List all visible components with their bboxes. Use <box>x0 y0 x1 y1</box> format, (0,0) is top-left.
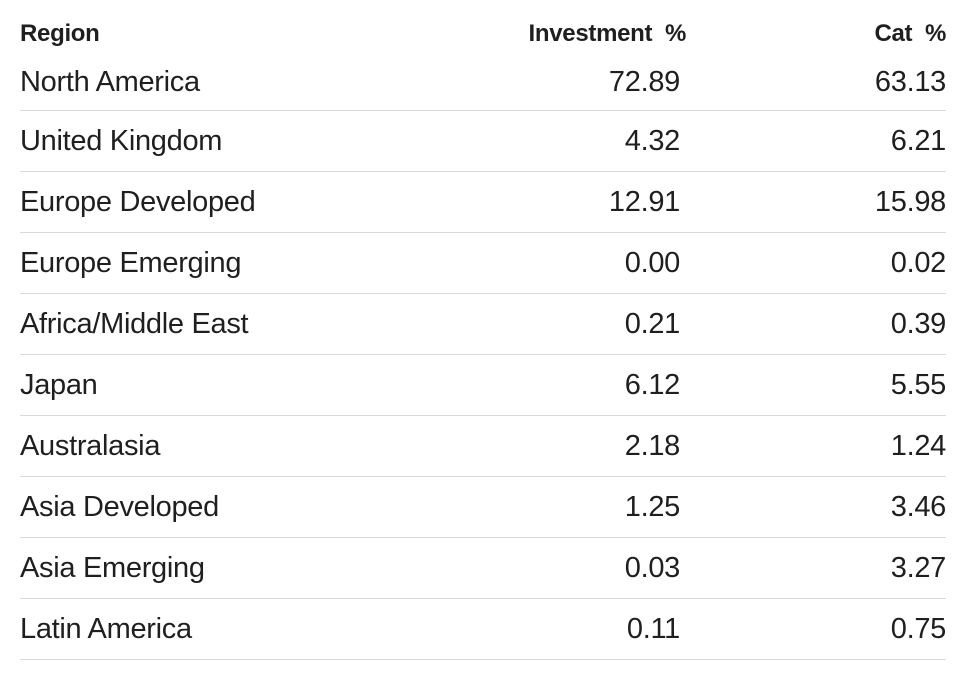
region-cell: Japan <box>20 354 520 416</box>
region-cell: United Kingdom <box>20 110 520 172</box>
column-header-investment: Investment % <box>528 20 687 47</box>
investment-percent-cell: 2.18 <box>520 415 686 477</box>
category-percent-cell: 0.02 <box>686 232 946 294</box>
table-row: Asia Developed 1.25 3.46 <box>20 476 946 538</box>
region-cell: Asia Emerging <box>20 537 520 599</box>
category-percent-cell: 3.27 <box>686 537 946 599</box>
category-percent-cell: 5.55 <box>686 354 946 416</box>
table-body: North America 72.89 63.13 United Kingdom 4.3… <box>20 54 946 660</box>
table-header: Region Investment % Cat % <box>20 14 946 54</box>
investment-percent-cell: 0.21 <box>520 293 686 355</box>
region-exposure-table: Region Investment % Cat % North America 7… <box>20 14 946 660</box>
table-row: Asia Emerging 0.03 3.27 <box>20 537 946 599</box>
category-percent-cell: 0.39 <box>686 293 946 355</box>
table-row: Europe Developed 12.91 15.98 <box>20 171 946 233</box>
column-header-cat: Cat % <box>874 20 946 47</box>
investment-percent-cell: 0.03 <box>520 537 686 599</box>
category-percent-cell: 63.13 <box>686 54 946 111</box>
table-row: Latin America 0.11 0.75 <box>20 598 946 660</box>
region-cell: North America <box>20 54 520 111</box>
region-cell: Australasia <box>20 415 520 477</box>
region-cell: Europe Emerging <box>20 232 520 294</box>
region-cell: Latin America <box>20 598 520 660</box>
investment-percent-cell: 4.32 <box>520 110 686 172</box>
table-row: Japan 6.12 5.55 <box>20 354 946 416</box>
header-row: Region Investment % Cat % <box>20 14 946 54</box>
table-row: Australasia 2.18 1.24 <box>20 415 946 477</box>
category-percent-cell: 6.21 <box>686 110 946 172</box>
investment-percent-cell: 12.91 <box>520 171 686 233</box>
table-row: United Kingdom 4.32 6.21 <box>20 110 946 172</box>
investment-percent-cell: 0.11 <box>520 598 686 660</box>
region-cell: Africa/Middle East <box>20 293 520 355</box>
table-row: North America 72.89 63.13 <box>20 54 946 111</box>
investment-percent-cell: 1.25 <box>520 476 686 538</box>
investment-percent-cell: 6.12 <box>520 354 686 416</box>
category-percent-cell: 3.46 <box>686 476 946 538</box>
category-percent-cell: 15.98 <box>686 171 946 233</box>
investment-percent-cell: 72.89 <box>520 54 686 111</box>
category-percent-cell: 0.75 <box>686 598 946 660</box>
region-cell: Europe Developed <box>20 171 520 233</box>
table-row: Europe Emerging 0.00 0.02 <box>20 232 946 294</box>
region-exposure-table-container: Region Investment % Cat % North America 7… <box>20 14 946 660</box>
region-cell: Asia Developed <box>20 476 520 538</box>
category-percent-cell: 1.24 <box>686 415 946 477</box>
column-header-region: Region <box>20 20 100 47</box>
table-row: Africa/Middle East 0.21 0.39 <box>20 293 946 355</box>
investment-percent-cell: 0.00 <box>520 232 686 294</box>
